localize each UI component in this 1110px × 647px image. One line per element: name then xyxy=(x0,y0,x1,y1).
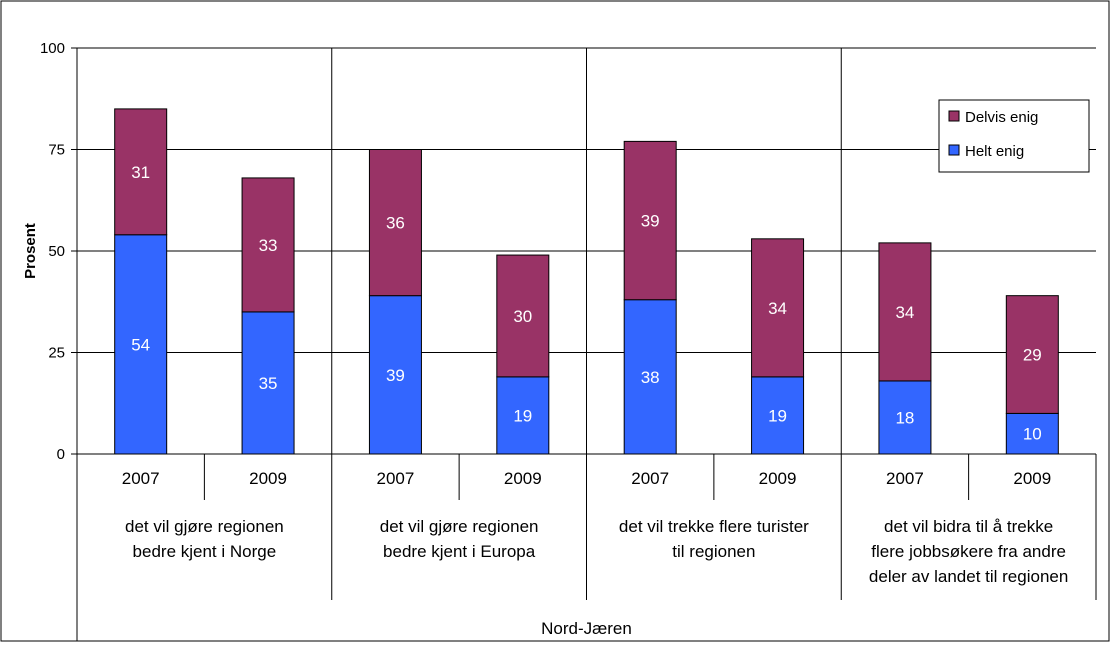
x-group-label: det vil gjøre regionen xyxy=(380,517,539,536)
x-tick-label-year: 2007 xyxy=(631,469,669,488)
x-tick-label-year: 2009 xyxy=(759,469,797,488)
data-label-delvis-enig: 29 xyxy=(1023,346,1042,365)
x-group-label: bedre kjent i Norge xyxy=(133,542,277,561)
data-label-helt-enig: 19 xyxy=(768,406,787,425)
data-label-delvis-enig: 33 xyxy=(259,236,278,255)
data-label-delvis-enig: 34 xyxy=(768,299,787,318)
data-label-helt-enig: 39 xyxy=(386,366,405,385)
data-label-helt-enig: 35 xyxy=(259,374,278,393)
bar-delvis-enig xyxy=(496,254,550,378)
x-tick-label-year: 2007 xyxy=(377,469,415,488)
bar-delvis-enig xyxy=(878,242,932,382)
legend-swatch-helt-enig xyxy=(948,144,960,156)
data-label-delvis-enig: 31 xyxy=(131,163,150,182)
x-outer-group-label: Nord-Jæren xyxy=(541,619,632,638)
x-group-label: det vil trekke flere turister xyxy=(619,517,809,536)
bar-helt-enig xyxy=(241,311,295,455)
bar-delvis-enig xyxy=(623,140,677,301)
x-tick-label-year: 2009 xyxy=(504,469,542,488)
bar-delvis-enig xyxy=(114,108,168,236)
y-tick-label: 75 xyxy=(48,142,65,159)
data-label-helt-enig: 54 xyxy=(131,335,150,354)
bar-helt-enig xyxy=(496,376,550,455)
data-label-helt-enig: 10 xyxy=(1023,425,1042,444)
legend-label-delvis-enig: Delvis enig xyxy=(965,109,1038,126)
bar-delvis-enig xyxy=(1005,295,1059,414)
y-axis-title: Prosent xyxy=(22,223,39,279)
axes: 0 25 50 75 100 2007 2009 det vil gjøre regionen… xyxy=(40,40,1097,641)
legend-swatch-delvis-enig xyxy=(948,110,960,122)
y-tick-label: 50 xyxy=(48,243,65,260)
legend-label-helt-enig: Helt enig xyxy=(965,143,1024,160)
bar-helt-enig xyxy=(623,299,677,455)
bar-helt-enig xyxy=(368,295,422,455)
data-label-helt-enig: 38 xyxy=(641,368,660,387)
legend-box xyxy=(938,99,1090,173)
y-tick-label: 0 xyxy=(57,446,65,463)
x-tick-label-year: 2009 xyxy=(249,469,287,488)
x-tick-label-year: 2009 xyxy=(1013,469,1051,488)
x-group-label: flere jobbsøkere fra andre xyxy=(871,542,1066,561)
data-label-delvis-enig: 39 xyxy=(641,212,660,231)
data-label-delvis-enig: 30 xyxy=(513,307,532,326)
x-group-label: deler av landet til regionen xyxy=(869,567,1068,586)
bar-delvis-enig xyxy=(751,238,805,378)
bar-delvis-enig xyxy=(241,177,295,313)
bar-helt-enig xyxy=(751,376,805,455)
bar-delvis-enig xyxy=(368,149,422,297)
x-group-label: bedre kjent i Europa xyxy=(383,542,536,561)
data-label-helt-enig: 19 xyxy=(513,406,532,425)
y-tick-label: 100 xyxy=(40,40,65,57)
data-label-delvis-enig: 34 xyxy=(895,303,914,322)
bars: 54 31 35 33 39 36 19 30 38 39 19 34 18 34 10 29 xyxy=(114,108,1059,455)
data-label-helt-enig: 18 xyxy=(895,408,914,427)
x-group-label: til regionen xyxy=(672,542,755,561)
y-tick-label: 25 xyxy=(48,345,65,362)
x-tick-label-year: 2007 xyxy=(886,469,924,488)
x-group-label: det vil bidra til å trekke xyxy=(884,517,1053,536)
data-label-delvis-enig: 36 xyxy=(386,214,405,233)
x-group-label: det vil gjøre regionen xyxy=(125,517,284,536)
bar-helt-enig xyxy=(1005,412,1059,455)
legend: Delvis enig Helt enig xyxy=(938,99,1090,173)
bar-helt-enig xyxy=(114,234,168,455)
x-tick-label-year: 2007 xyxy=(122,469,160,488)
